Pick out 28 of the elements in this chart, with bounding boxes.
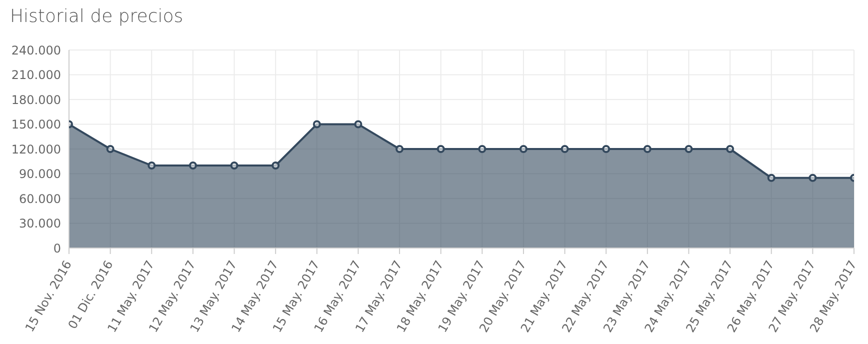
point — [396, 145, 404, 153]
point — [726, 145, 734, 153]
y-tick-label: 0 — [53, 241, 61, 256]
point — [478, 145, 486, 153]
point — [767, 174, 776, 182]
point — [560, 145, 569, 153]
point — [684, 145, 693, 153]
y-tick-label: 150.000 — [11, 118, 61, 132]
y-tick-label: 60.000 — [19, 192, 61, 206]
y-tick-label: 120.000 — [11, 142, 61, 156]
y-tick-label: 210.000 — [11, 68, 61, 82]
point — [354, 120, 362, 128]
point — [643, 145, 652, 153]
point — [808, 174, 817, 182]
point — [602, 145, 610, 153]
point — [312, 120, 321, 128]
point — [148, 162, 156, 170]
point — [188, 162, 197, 170]
y-tick-label: 240.000 — [11, 43, 61, 58]
point — [436, 145, 445, 153]
y-tick-label: 30.000 — [19, 216, 61, 231]
point — [106, 145, 114, 153]
point — [230, 162, 238, 170]
point — [272, 162, 280, 170]
chart-title: Historial de precios — [10, 6, 184, 27]
y-tick-label: 180.000 — [11, 92, 61, 107]
point — [519, 145, 528, 153]
y-tick-label: 90.000 — [19, 167, 61, 182]
